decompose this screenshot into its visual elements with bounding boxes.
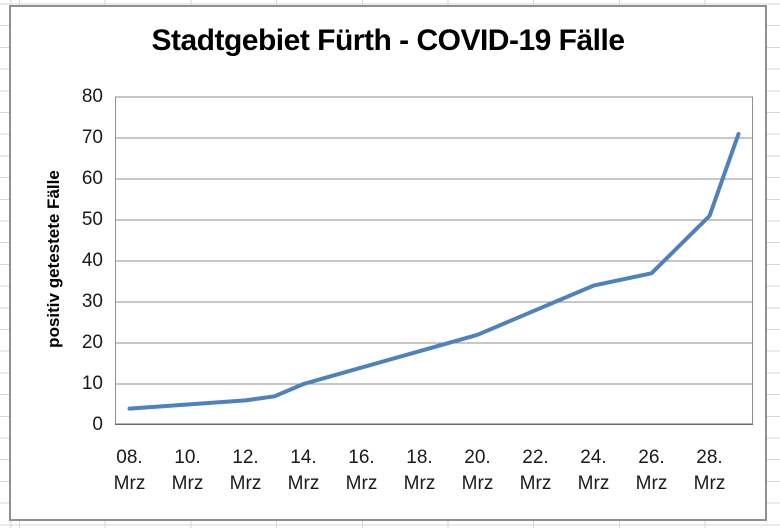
y-tick-label: 80 <box>81 86 103 107</box>
y-tick-label: 50 <box>81 209 103 230</box>
x-tick-label: 10. Mrz <box>171 447 204 494</box>
x-tick-label: 14. Mrz <box>287 447 320 494</box>
x-tick-label: 26. Mrz <box>635 447 668 494</box>
y-tick-label: 40 <box>81 250 103 271</box>
x-tick-label: 20. Mrz <box>461 447 494 494</box>
data-series-line[interactable] <box>127 131 741 411</box>
y-tick-label: 10 <box>81 373 103 394</box>
x-tick-label: 28. Mrz <box>693 447 726 494</box>
y-tick-label: 20 <box>81 332 103 353</box>
x-tick-label: 22. Mrz <box>519 447 552 494</box>
chart-title: Stadtgebiet Fürth - COVID-19 Fälle <box>151 24 625 57</box>
y-tick-label: 0 <box>92 414 103 435</box>
x-tick-label: 08. Mrz <box>113 447 146 494</box>
chart-frame[interactable]: Stadtgebiet Fürth - COVID-19 Fälle posit… <box>9 5 767 521</box>
y-tick-label: 30 <box>81 291 103 312</box>
x-tick-label: 16. Mrz <box>345 447 378 494</box>
x-tick-label: 12. Mrz <box>229 447 262 494</box>
x-tick-label: 18. Mrz <box>403 447 436 494</box>
plot-area[interactable] <box>115 96 753 425</box>
y-tick-label: 70 <box>81 127 103 148</box>
x-tick-label: 24. Mrz <box>577 447 610 494</box>
y-tick-label: 60 <box>81 168 103 189</box>
